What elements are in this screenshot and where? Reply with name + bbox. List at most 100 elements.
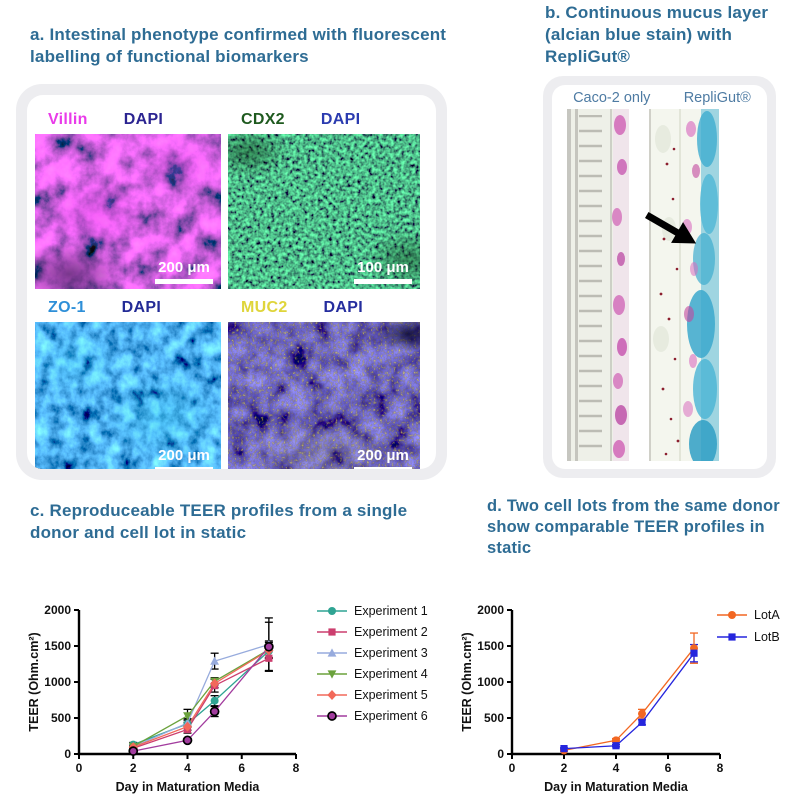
- svg-text:500: 500: [484, 711, 504, 725]
- fluorescence-image-muc2: 200 μm: [228, 322, 420, 469]
- panel-a-box: Villin DAPI 200 μm: [16, 84, 447, 480]
- chart-c-svg: 0 500 1000 1500 2000 0 2 4 6 8 TEER (Ohm.cm²) Day i…: [27, 603, 300, 794]
- stain-labels: ZO-1 DAPI: [35, 289, 221, 322]
- panel-a-card: Villin DAPI 200 μm: [27, 95, 436, 469]
- fluorescence-image-cdx2: 100 μm: [228, 134, 420, 289]
- legend-marker-icon: [717, 611, 747, 619]
- legend-marker-icon: [317, 607, 347, 615]
- panel-d-title: d. Two cell lots from the same donor sho…: [487, 497, 780, 558]
- histology-strip-repligut: [649, 109, 719, 461]
- svg-text:500: 500: [51, 711, 71, 725]
- scale-bar-line: [354, 279, 412, 284]
- svg-text:6: 6: [238, 761, 245, 775]
- stain-marker-label: ZO-1: [48, 299, 86, 316]
- histology-strips: [552, 109, 767, 461]
- scale-bar-text: 200 μm: [158, 446, 210, 464]
- dapi-label: DAPI: [121, 299, 162, 316]
- svg-text:2000: 2000: [44, 603, 71, 617]
- chart-d-svg: 0 500 1000 1500 2000 0 2 4 6 8 TEER (Ohm.cm²) Day i…: [460, 603, 724, 794]
- micrograph-tile-muc2: MUC2 DAPI 200 μm: [228, 289, 420, 469]
- scale-bar-line: [354, 467, 412, 469]
- micrograph-grid: Villin DAPI 200 μm: [27, 95, 436, 469]
- legend-marker-icon: [317, 670, 347, 679]
- legend-marker-icon: [317, 648, 347, 657]
- legend-item: Experiment 6: [316, 707, 428, 725]
- svg-text:0: 0: [497, 747, 504, 761]
- scale-bar: 200 μm: [155, 446, 213, 469]
- panel-b-box: Caco-2 only RepliGut®: [543, 76, 776, 478]
- panel-b-title: b. Continuous mucus layer (alcian blue s…: [545, 3, 769, 66]
- panel-c-title: c. Reproduceable TEER profiles from a si…: [30, 501, 408, 542]
- legend-item: Experiment 5: [316, 686, 428, 704]
- fluorescence-texture: [228, 134, 420, 289]
- svg-text:4: 4: [184, 761, 191, 775]
- legend-item: Experiment 3: [316, 644, 428, 662]
- arrow-annotation-icon: [645, 211, 697, 244]
- legend-marker-icon: [717, 633, 747, 641]
- fluorescence-texture: [35, 134, 221, 289]
- dapi-label: DAPI: [123, 111, 164, 128]
- svg-text:0: 0: [64, 747, 71, 761]
- fluorescence-image-villin: 200 μm: [35, 134, 221, 289]
- stain-labels: MUC2 DAPI: [228, 289, 420, 322]
- micrograph-tile-cdx2: CDX2 DAPI 100 μm: [228, 101, 420, 289]
- fluorescence-image-zo1: 200 μm: [35, 322, 221, 469]
- svg-text:TEER (Ohm.cm²): TEER (Ohm.cm²): [460, 632, 474, 731]
- legend-marker-icon: [317, 690, 347, 700]
- legend-item: Experiment 1: [316, 602, 428, 620]
- column-label-repligut: RepliGut®: [683, 90, 751, 106]
- svg-text:1500: 1500: [477, 639, 504, 653]
- svg-text:Day in Maturation Media: Day in Maturation Media: [116, 780, 261, 794]
- column-label-caco2: Caco-2 only: [573, 90, 651, 106]
- legend-label: LotA: [754, 608, 780, 622]
- dapi-label: DAPI: [323, 299, 363, 316]
- fluorescence-texture: [228, 322, 420, 469]
- scale-bar-line: [155, 467, 213, 469]
- svg-text:2000: 2000: [477, 603, 504, 617]
- legend-item: LotA: [716, 606, 780, 624]
- stain-marker-label: Villin: [48, 111, 88, 128]
- panel-a-title: a. Intestinal phenotype confirmed with f…: [30, 25, 447, 66]
- legend-marker-icon: [317, 711, 347, 721]
- svg-text:2: 2: [561, 761, 568, 775]
- teer-chart-c: 0 500 1000 1500 2000 0 2 4 6 8 TEER (Ohm.cm²) Day i…: [24, 596, 324, 800]
- scale-bar: 100 μm: [354, 258, 412, 284]
- chart-d-legend: LotA LotB: [716, 606, 780, 646]
- svg-text:8: 8: [717, 761, 724, 775]
- legend-label: Experiment 3: [354, 646, 428, 660]
- micrograph-tile-zo1: ZO-1 DAPI 200 μm: [35, 289, 221, 469]
- svg-text:Day in Maturation Media: Day in Maturation Media: [544, 780, 689, 794]
- stain-labels: CDX2 DAPI: [228, 101, 420, 134]
- stain-labels: Villin DAPI: [35, 101, 221, 134]
- legend-label: Experiment 1: [354, 604, 428, 618]
- panel-b-card: Caco-2 only RepliGut®: [552, 85, 767, 469]
- legend-item: LotB: [716, 628, 780, 646]
- svg-text:6: 6: [665, 761, 672, 775]
- micrograph-tile-villin: Villin DAPI 200 μm: [35, 101, 221, 289]
- legend-marker-icon: [317, 628, 347, 636]
- svg-text:0: 0: [76, 761, 83, 775]
- legend-item: Experiment 2: [316, 623, 428, 641]
- fluorescence-texture: [35, 322, 221, 469]
- svg-text:1500: 1500: [44, 639, 71, 653]
- scale-bar: 200 μm: [155, 258, 213, 284]
- legend-item: Experiment 4: [316, 665, 428, 683]
- scale-bar-text: 200 μm: [357, 446, 409, 464]
- svg-text:1000: 1000: [44, 675, 71, 689]
- repligut-strip-image: [649, 109, 719, 461]
- histology-strip-caco2: [567, 109, 629, 461]
- svg-text:0: 0: [509, 761, 516, 775]
- scale-bar-text: 100 μm: [357, 258, 409, 276]
- svg-text:TEER (Ohm.cm²): TEER (Ohm.cm²): [27, 632, 41, 731]
- dapi-label: DAPI: [320, 111, 361, 128]
- stain-marker-label: MUC2: [241, 299, 288, 316]
- legend-label: Experiment 4: [354, 667, 428, 681]
- teer-chart-d: 0 500 1000 1500 2000 0 2 4 6 8 TEER (Ohm.cm²) Day i…: [457, 596, 737, 800]
- chart-c-legend: Experiment 1 Experiment 2 Experiment 3 Expe…: [316, 602, 428, 725]
- scale-bar: 200 μm: [354, 446, 412, 469]
- legend-label: LotB: [754, 630, 780, 644]
- stain-marker-label: CDX2: [241, 111, 285, 128]
- scale-bar-text: 200 μm: [158, 258, 210, 276]
- scale-bar-line: [155, 279, 213, 284]
- histology-column-labels: Caco-2 only RepliGut®: [552, 85, 767, 109]
